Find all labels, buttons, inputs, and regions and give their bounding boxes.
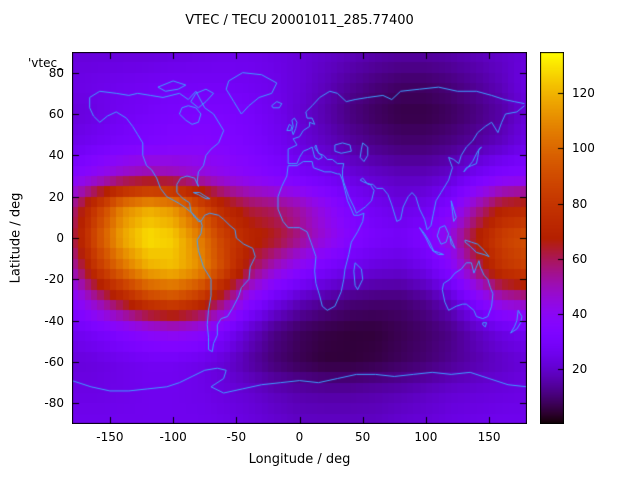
y-tick-label: -40 — [44, 313, 64, 328]
colorbar — [540, 52, 564, 424]
x-tick-label: 150 — [477, 430, 501, 444]
x-tick-label: 100 — [414, 430, 438, 444]
y-tick-label: 20 — [48, 189, 64, 204]
x-tick-label: -100 — [159, 430, 187, 444]
y-tick-label: -60 — [44, 355, 64, 369]
colorbar-tick-label: 60 — [572, 251, 588, 266]
chart-title: VTEC / TECU 20001011_285.77400 — [185, 13, 414, 28]
y-tick-label: -20 — [44, 272, 64, 287]
colorbar-tick-label: 80 — [572, 196, 588, 211]
x-tick-label: 50 — [355, 430, 371, 444]
colorbar-tick-label: 20 — [572, 361, 588, 376]
heatmap-plot-area — [72, 52, 527, 424]
y-tick-label: 40 — [48, 148, 64, 163]
colorbar-tick-label: 100 — [572, 141, 595, 156]
colorbar-tick-label: 120 — [572, 86, 595, 101]
y-tick-label: 60 — [48, 107, 64, 121]
colorbar-tick-label: 40 — [572, 306, 588, 321]
y-tick-label: -80 — [44, 396, 64, 411]
x-tick-label: 0 — [295, 430, 304, 444]
series-key-label: 'vtec_ — [28, 56, 64, 70]
y-tick-label: 80 — [48, 65, 64, 80]
x-tick-label: -50 — [226, 430, 247, 444]
x-tick-label: -150 — [96, 430, 124, 444]
y-tick-label: 0 — [56, 231, 64, 245]
y-axis-label: Latitude / deg — [8, 192, 24, 284]
x-axis-label: Longitude / deg — [248, 452, 351, 467]
